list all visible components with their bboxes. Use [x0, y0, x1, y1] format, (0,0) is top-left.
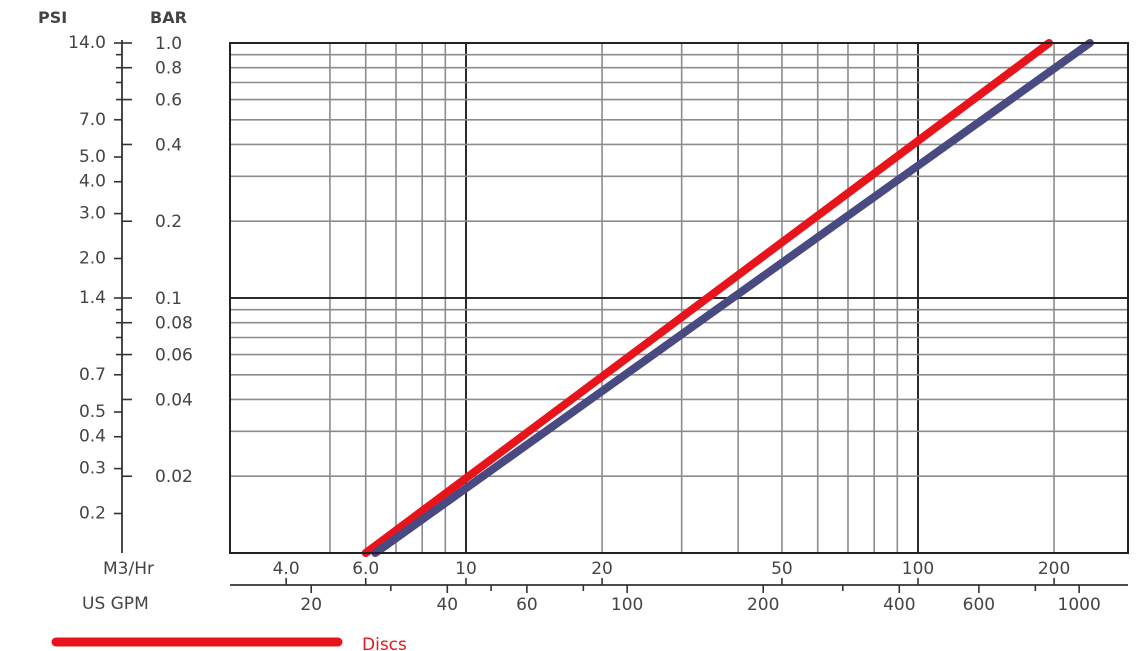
bar-tick-label: 0.4: [155, 135, 182, 155]
m3hr-tick-label: 20: [591, 559, 613, 579]
m3hr-tick-label: 100: [902, 559, 934, 579]
usgpm-tick-label: 1000: [1058, 595, 1101, 615]
psi-tick-label: 7.0: [79, 110, 106, 130]
plot-frame: [229, 42, 1129, 554]
m3hr-tick-label: 10: [455, 559, 477, 579]
m3hr-tick-label: 4.0: [273, 559, 300, 579]
usgpm-tick-label: 20: [300, 595, 322, 615]
bar-tick-label: 0.06: [155, 346, 193, 366]
psi-tick-label: 14.0: [68, 33, 106, 53]
usgpm-tick-label: 400: [883, 595, 915, 615]
psi-axis-title: PSI: [38, 8, 67, 27]
axis-layer: 14.0 7.0 5.0 4.0 3.0 2.0 1.4 0.7 0.5 0.4 0.3 0.2 1.0…: [68, 33, 1128, 615]
usgpm-tick-label: 60: [516, 595, 538, 615]
bar-tick-label: 0.8: [155, 59, 182, 79]
grid-layer: [230, 43, 1128, 553]
series-layer: [361, 39, 1094, 557]
psi-tick-label: 4.0: [79, 172, 106, 192]
psi-tick-label: 0.3: [79, 459, 106, 479]
psi-tick-label: 5.0: [79, 147, 106, 167]
usgpm-tick-label: 40: [436, 595, 458, 615]
bar-tick-label: 0.08: [155, 314, 193, 334]
bar-tick-label: 0.04: [155, 390, 193, 410]
m3hr-tick-label: 50: [771, 559, 793, 579]
legend-label-discs: Discs: [362, 635, 407, 651]
bar-tick-label: 0.2: [155, 212, 182, 232]
psi-tick-label: 2.0: [79, 249, 106, 269]
psi-tick-label: 1.4: [79, 288, 106, 308]
m3hr-tick-label: 200: [1038, 559, 1070, 579]
series-line-discs: [361, 39, 1054, 557]
usgpm-tick-label: 200: [747, 595, 779, 615]
bar-tick-label: 0.1: [155, 289, 182, 309]
psi-tick-label: 0.2: [79, 504, 106, 524]
psi-tick-label: 3.0: [79, 204, 106, 224]
m3hr-tick-label: 6.0: [352, 559, 379, 579]
usgpm-axis-title: US GPM: [82, 594, 149, 614]
usgpm-tick-label: 100: [611, 595, 643, 615]
m3hr-axis-title: M3/Hr: [103, 559, 154, 579]
psi-tick-label: 0.4: [79, 427, 106, 447]
bar-tick-label: 0.6: [155, 91, 182, 111]
series-line-unlabeled-1: [371, 39, 1094, 557]
psi-tick-label: 0.7: [79, 365, 106, 385]
psi-tick-label: 0.5: [79, 402, 106, 422]
bar-axis-title: BAR: [150, 8, 187, 27]
usgpm-tick-label: 600: [963, 595, 995, 615]
bar-tick-label: 0.02: [155, 467, 193, 487]
bar-tick-label: 1.0: [155, 34, 182, 54]
